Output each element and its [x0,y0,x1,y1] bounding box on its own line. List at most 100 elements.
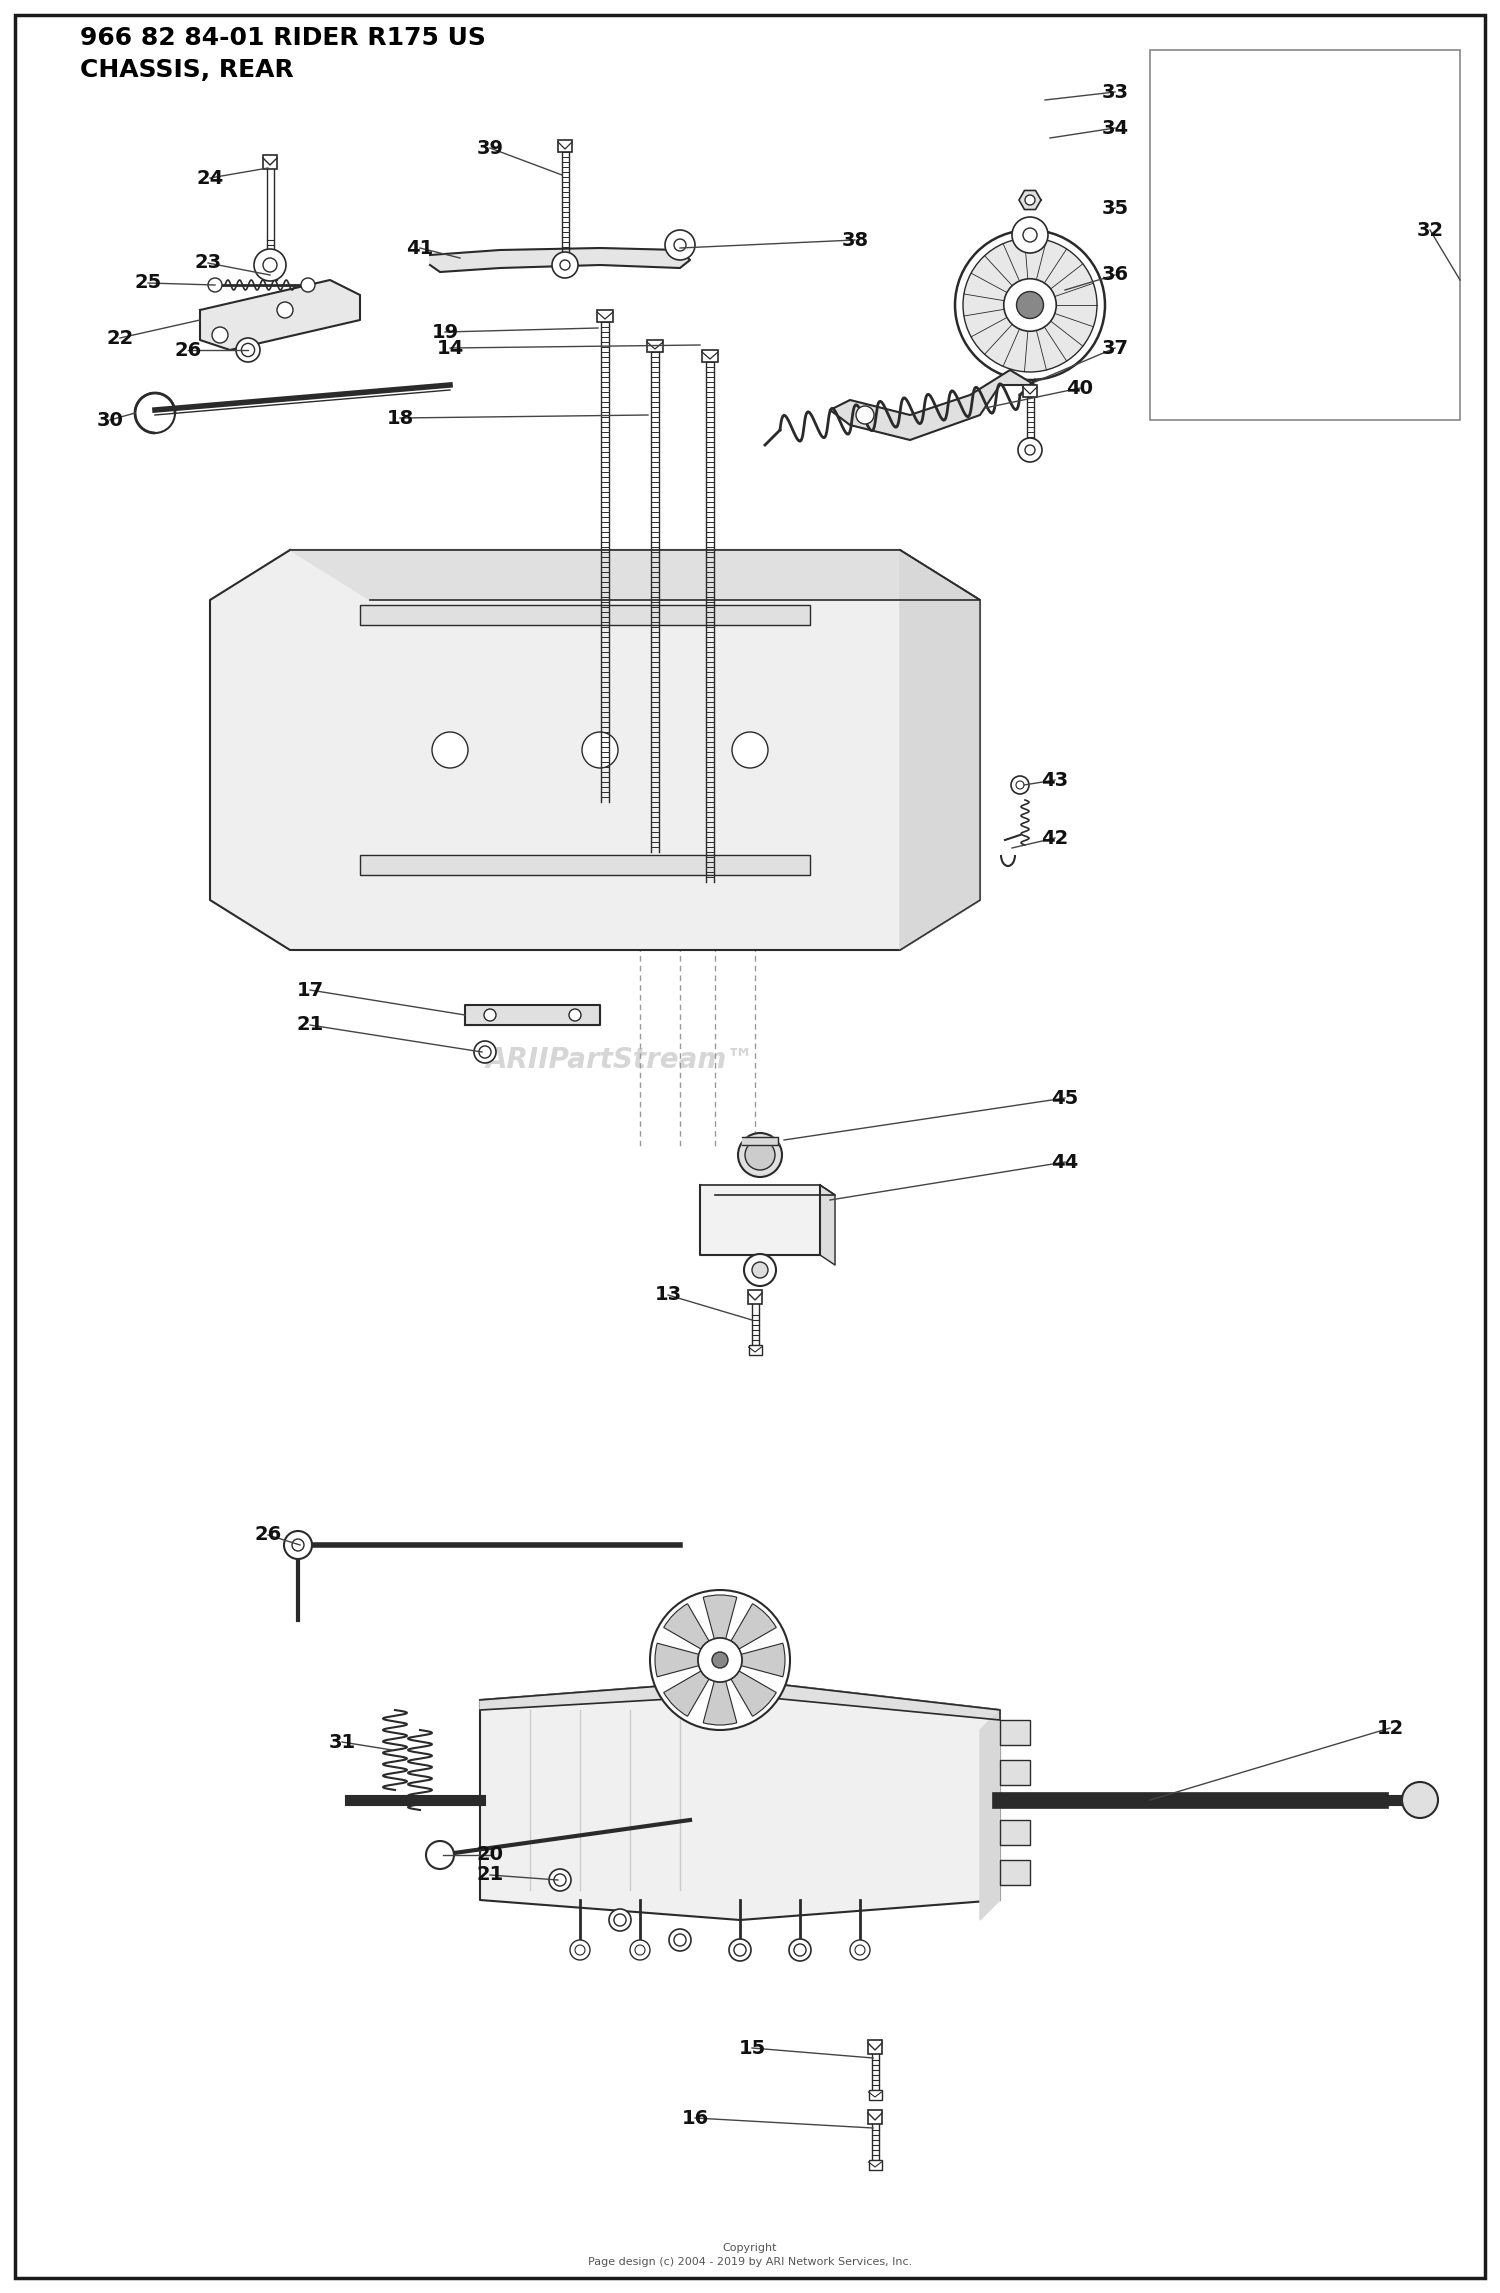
Circle shape [734,1944,746,1956]
Polygon shape [821,1185,836,1266]
Circle shape [956,229,1106,381]
Circle shape [426,1841,454,1869]
Text: 25: 25 [135,273,162,294]
Text: 17: 17 [297,981,324,1000]
Circle shape [744,1254,776,1286]
Circle shape [674,1933,686,1947]
Circle shape [746,1140,776,1169]
Circle shape [650,1589,790,1729]
Bar [264,271,276,280]
Text: 33: 33 [1101,83,1128,101]
Circle shape [278,303,292,319]
Wedge shape [730,1672,777,1715]
Circle shape [698,1637,742,1683]
Text: 22: 22 [106,328,134,349]
Bar [1150,50,1460,420]
Circle shape [614,1915,626,1926]
Circle shape [292,1539,304,1550]
Circle shape [209,277,222,291]
Circle shape [432,731,468,768]
Text: 37: 37 [1101,339,1128,358]
Circle shape [730,1940,750,1961]
Circle shape [664,229,694,259]
Circle shape [712,1651,728,1667]
Circle shape [1011,775,1029,793]
FancyBboxPatch shape [868,2110,882,2123]
Circle shape [254,250,286,282]
Polygon shape [290,550,980,601]
Polygon shape [465,1004,600,1025]
Wedge shape [663,1603,710,1649]
Circle shape [850,1940,870,1961]
Circle shape [211,328,228,344]
Wedge shape [741,1644,784,1676]
Circle shape [1004,280,1056,330]
Text: 30: 30 [96,410,123,429]
Bar [1023,385,1036,397]
Polygon shape [900,550,980,949]
Text: 21: 21 [477,1867,504,1885]
Wedge shape [704,1596,736,1639]
Circle shape [856,406,874,424]
Polygon shape [1019,190,1041,209]
Circle shape [552,252,578,277]
Text: 36: 36 [1101,266,1128,284]
Circle shape [478,1046,490,1057]
Text: 966 82 84-01 RIDER R175 US: 966 82 84-01 RIDER R175 US [80,25,486,50]
Text: 14: 14 [436,339,463,358]
Polygon shape [830,369,1035,440]
Circle shape [789,1940,812,1961]
Circle shape [735,1944,746,1956]
Circle shape [630,1940,650,1961]
Circle shape [1016,782,1025,789]
Wedge shape [656,1644,699,1676]
Text: 39: 39 [477,138,504,158]
Text: 45: 45 [1052,1089,1078,1108]
FancyBboxPatch shape [748,1291,762,1305]
Circle shape [1024,195,1035,204]
Circle shape [1013,218,1048,252]
Text: 35: 35 [1101,199,1128,218]
Bar [1000,1860,1030,1885]
Circle shape [236,337,260,362]
Polygon shape [430,248,690,273]
Circle shape [732,731,768,768]
Text: ARIIPartStream™: ARIIPartStream™ [486,1046,754,1073]
Bar [1000,1821,1030,1846]
Bar [597,310,613,321]
Circle shape [1023,227,1036,243]
Circle shape [634,1944,645,1956]
Bar [868,2160,882,2169]
Circle shape [242,344,255,358]
Circle shape [790,1940,810,1961]
Circle shape [752,1261,768,1277]
Circle shape [568,1009,580,1020]
Bar [748,1346,762,1355]
Circle shape [549,1869,572,1892]
Text: 38: 38 [842,232,868,250]
Circle shape [1024,445,1035,454]
Text: 12: 12 [1377,1717,1404,1738]
Text: 24: 24 [196,167,223,188]
Polygon shape [480,1681,1000,1919]
Circle shape [302,277,315,291]
Text: 18: 18 [387,408,414,426]
Circle shape [1019,438,1042,461]
Circle shape [474,1041,496,1064]
Circle shape [669,1928,692,1951]
FancyBboxPatch shape [868,2041,882,2055]
Bar [646,339,663,353]
Wedge shape [704,1681,736,1724]
Text: 20: 20 [477,1846,504,1864]
Circle shape [284,1532,312,1559]
Bar [702,351,718,362]
Text: 43: 43 [1041,770,1068,789]
Text: CHASSIS, REAR: CHASSIS, REAR [80,57,294,83]
Wedge shape [730,1603,777,1649]
Bar [1000,1720,1030,1745]
Polygon shape [200,280,360,351]
Bar [360,855,810,876]
Bar [1000,1761,1030,1784]
Text: 40: 40 [1066,378,1094,397]
Circle shape [963,238,1096,371]
